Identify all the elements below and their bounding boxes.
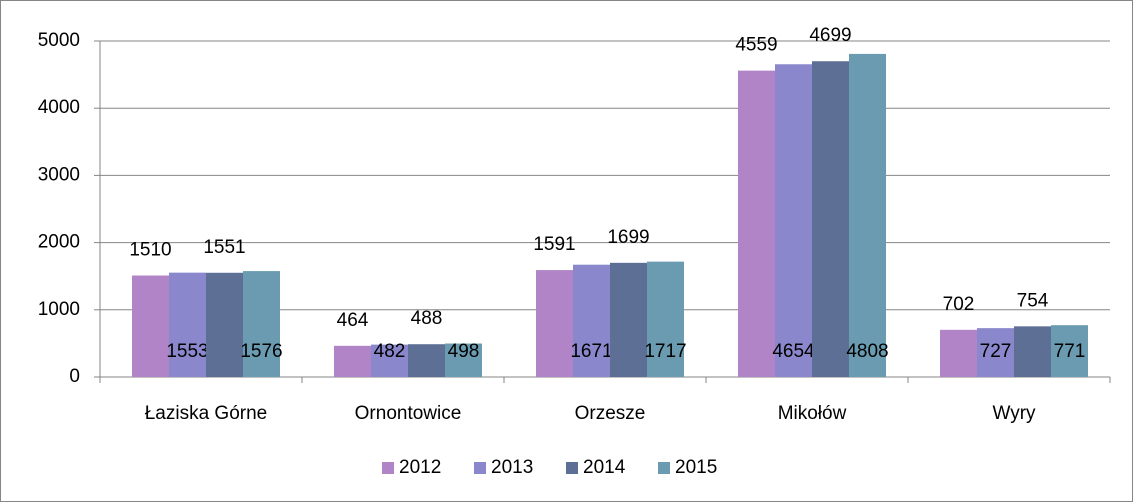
data-label: 498 — [448, 341, 480, 362]
bar — [812, 61, 849, 377]
data-label: 1717 — [644, 341, 686, 362]
bar — [573, 264, 610, 377]
data-label: 1699 — [607, 227, 649, 248]
data-label: 4654 — [772, 341, 815, 362]
legend-swatch — [474, 462, 486, 474]
bar — [132, 275, 169, 377]
bar — [1014, 326, 1051, 377]
y-tick-label: 5000 — [38, 30, 80, 51]
bar — [610, 262, 647, 377]
bar — [775, 64, 812, 378]
data-label: 4699 — [809, 25, 851, 46]
data-label: 702 — [943, 294, 975, 315]
x-tick-label: Ornontowice — [355, 403, 462, 424]
bar — [849, 53, 886, 377]
legend-label: 2015 — [675, 457, 717, 478]
legend-label: 2014 — [583, 457, 626, 478]
bar — [647, 261, 684, 377]
bar — [408, 344, 445, 377]
bar — [445, 343, 482, 377]
x-tick-label: Mikołów — [778, 403, 847, 424]
bar — [206, 272, 243, 377]
y-tick-label: 4000 — [38, 97, 80, 118]
bar — [977, 328, 1014, 377]
data-label: 771 — [1054, 341, 1086, 362]
legend-swatch — [382, 462, 394, 474]
data-label: 1591 — [533, 234, 575, 255]
x-tick-label: Łaziska Górne — [145, 403, 268, 424]
data-label: 1671 — [570, 341, 612, 362]
bar — [169, 272, 206, 377]
bar — [1051, 325, 1088, 377]
legend-swatch — [566, 462, 578, 474]
y-tick-label: 0 — [69, 366, 80, 387]
y-tick-label: 1000 — [38, 299, 80, 320]
legend-label: 2013 — [491, 457, 533, 478]
bar — [371, 344, 408, 377]
y-tick-label: 3000 — [38, 164, 80, 185]
data-label: 1553 — [166, 341, 208, 362]
data-label: 4808 — [846, 341, 888, 362]
data-label: 482 — [374, 341, 406, 362]
data-label: 727 — [980, 341, 1012, 362]
x-tick-label: Wyry — [992, 403, 1036, 424]
data-label: 1510 — [129, 240, 171, 261]
x-tick-label: Orzesze — [575, 403, 646, 424]
data-label: 754 — [1017, 290, 1049, 311]
data-label: 1576 — [240, 341, 282, 362]
data-label: 1551 — [203, 237, 245, 258]
y-tick-label: 2000 — [38, 232, 80, 253]
data-label: 4559 — [735, 35, 777, 56]
legend-swatch — [658, 462, 670, 474]
bar — [536, 270, 573, 377]
bar — [738, 70, 775, 378]
legend-label: 2012 — [399, 457, 441, 478]
data-label: 488 — [411, 308, 443, 329]
bar — [334, 345, 371, 377]
bar — [940, 329, 977, 377]
data-label: 464 — [337, 310, 369, 331]
bar — [243, 271, 280, 377]
